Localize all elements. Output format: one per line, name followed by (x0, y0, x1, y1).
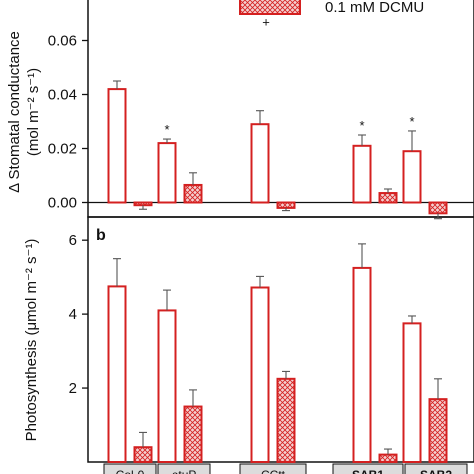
panel-b-bar-dcmu (378, 453, 398, 463)
panel-a-bar-control (402, 150, 422, 204)
panel-a-ylabel-line2: (mol m⁻² s⁻¹) (25, 68, 42, 156)
genotype-box (239, 463, 307, 474)
panel-b-bar-dcmu (428, 398, 448, 464)
panel-b-bar-dcmu (133, 446, 153, 464)
panel-a-bar-dcmu (133, 201, 153, 207)
panel-b-ylabel: Photosynthesis (μmol m⁻² s⁻¹) (23, 239, 40, 442)
panel-a-bar-dcmu (428, 201, 448, 215)
panel-b-ytick-label: 6 (69, 232, 77, 249)
genotype-label: SAB2 (420, 468, 452, 474)
panel-a-bar-dcmu (183, 183, 203, 204)
panel-b-bar-control (352, 266, 372, 463)
panel-a-ytick-label: 0.04 (48, 87, 77, 104)
panel-b-plot: 2 4 6 (69, 232, 448, 464)
panel-a-bar-dcmu (276, 201, 296, 209)
legend-swatch-dcmu (239, 0, 301, 15)
genotype-box (332, 463, 404, 474)
genotype-label: SAB1 (352, 468, 384, 474)
panel-a-plot: 0.00 0.02 0.04 0.06 * * * + (48, 15, 474, 220)
panel-b-label: b (96, 227, 106, 244)
panel-a-bar-dcmu (378, 192, 398, 204)
panel-a-bar-control (250, 123, 270, 204)
panel-b-bar-control (157, 309, 177, 464)
panel-a-ytick-label: 0.00 (48, 195, 77, 212)
panel-b-bar-control (402, 322, 422, 464)
panel-a-ytick-label: 0.06 (48, 33, 77, 50)
panel-b-ytick-label: 4 (69, 306, 77, 323)
genotype-label: Col-0 (116, 468, 145, 474)
panel-b-bar-dcmu (183, 405, 203, 463)
genotype-box (404, 463, 468, 474)
panel-a-bar-control (157, 142, 177, 204)
legend-label-dcmu: 0.1 mM DCMU (325, 0, 424, 16)
panel-a-plus-annotation: + (262, 15, 270, 30)
panel-a-significance-star: * (359, 118, 364, 133)
genotype-label: ρtuP (172, 468, 197, 474)
panel-a-ylabel-line1: Δ Stomatal conductance (6, 31, 23, 193)
genotype-label: CCtt (261, 468, 286, 474)
panel-a-bar-control (107, 88, 127, 204)
panel-a-significance-star: * (164, 122, 169, 137)
panel-a-bar-control (352, 144, 372, 204)
legend: 0.1 mM DCMU (239, 0, 424, 16)
genotype-label-row: Col-0 ρtuP CCtt SAB1 SAB2 (103, 463, 468, 474)
genotype-box (103, 463, 157, 474)
panel-b-bar-control (107, 285, 127, 464)
panel-b-ytick-label: 2 (69, 380, 77, 397)
panel-a-ytick-label: 0.02 (48, 141, 77, 158)
panel-a-significance-star: * (409, 114, 414, 129)
genotype-box (157, 463, 211, 474)
panel-b-bar-dcmu (276, 377, 296, 463)
panel-b-bar-control (250, 286, 270, 463)
